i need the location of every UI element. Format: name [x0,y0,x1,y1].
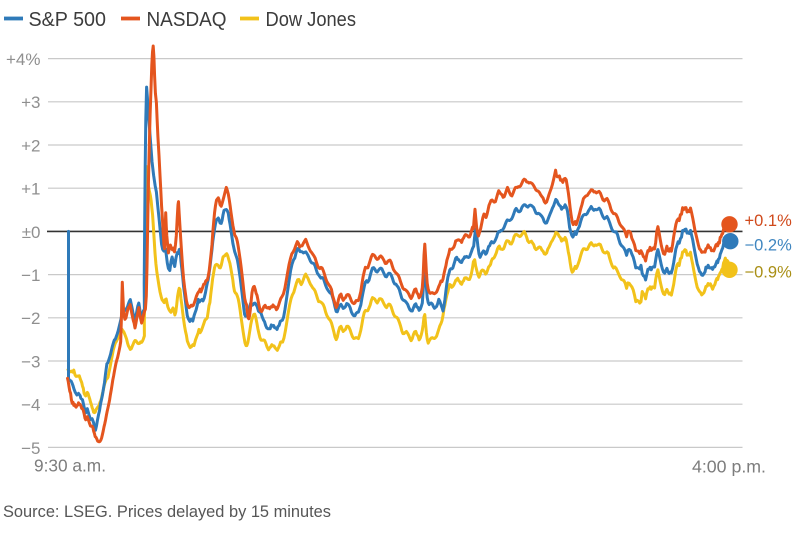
svg-text:−3: −3 [21,352,40,371]
svg-text:S&P 500: S&P 500 [29,9,107,31]
svg-text:+4%: +4% [6,50,41,69]
svg-text:+1: +1 [21,180,40,199]
svg-text:−5: −5 [21,439,40,458]
svg-text:+0.1%: +0.1% [745,212,793,230]
svg-text:+3: +3 [21,93,40,112]
svg-text:±0: ±0 [22,223,41,242]
svg-text:Dow Jones: Dow Jones [266,9,357,31]
svg-text:−0.2%: −0.2% [745,237,793,255]
svg-text:−2: −2 [21,309,40,328]
svg-text:−4: −4 [21,396,40,415]
svg-text:4:00 p.m.: 4:00 p.m. [692,457,766,477]
svg-text:−1: −1 [21,266,40,285]
svg-text:+2: +2 [21,136,40,155]
svg-text:NASDAQ: NASDAQ [147,9,227,31]
svg-text:9:30 a.m.: 9:30 a.m. [34,456,106,476]
svg-text:Source: LSEG. Prices delayed b: Source: LSEG. Prices delayed by 15 minut… [3,503,331,521]
svg-text:−0.9%: −0.9% [745,264,793,282]
